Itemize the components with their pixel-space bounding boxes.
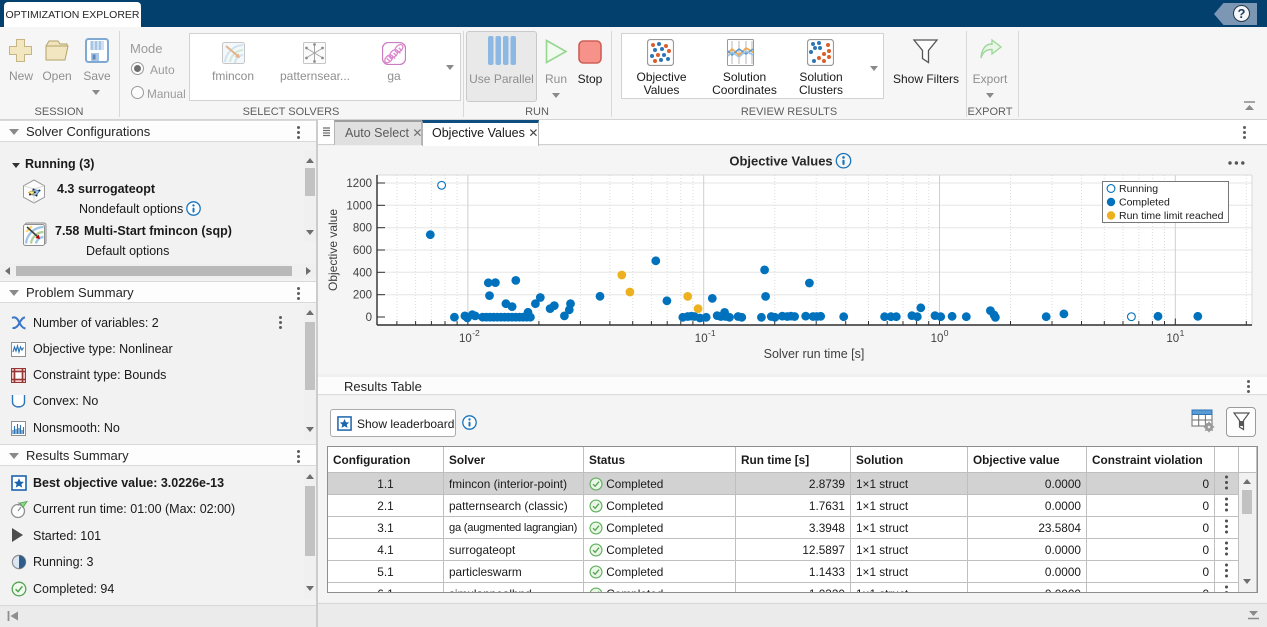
svg-text:10: 10 <box>1166 333 1179 345</box>
svg-text:Running: Running <box>1119 183 1158 195</box>
svg-text:10: 10 <box>931 333 944 345</box>
svg-text:400: 400 <box>353 267 372 279</box>
svg-text:1200: 1200 <box>346 178 372 190</box>
svg-text:-2: -2 <box>472 328 480 338</box>
svg-text:800: 800 <box>353 223 372 235</box>
svg-text:1: 1 <box>1180 328 1185 338</box>
svg-text:10: 10 <box>695 333 708 345</box>
svg-text:Objective value: Objective value <box>326 209 340 291</box>
svg-text:1000: 1000 <box>346 200 372 212</box>
svg-text:-1: -1 <box>708 328 716 338</box>
svg-text:0: 0 <box>944 328 949 338</box>
svg-text:Completed: Completed <box>1119 197 1170 209</box>
svg-text:Solver run time [s]: Solver run time [s] <box>764 347 865 361</box>
svg-text:Objective Values: Objective Values <box>729 154 832 169</box>
svg-text:10: 10 <box>459 333 472 345</box>
svg-text:200: 200 <box>353 290 372 302</box>
svg-text:600: 600 <box>353 245 372 257</box>
svg-text:0: 0 <box>366 312 372 324</box>
svg-text:Run time limit reached: Run time limit reached <box>1119 210 1224 222</box>
